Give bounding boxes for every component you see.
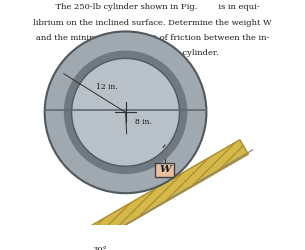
Text: clined surface and the cylinder.: clined surface and the cylinder. [86,49,219,57]
Circle shape [72,58,179,166]
Bar [155,163,174,177]
Text: librium on the inclined surface. Determine the weight W: librium on the inclined surface. Determi… [33,19,272,27]
Circle shape [64,50,187,174]
Text: W: W [159,165,171,174]
Circle shape [45,32,206,193]
Text: 12 in.: 12 in. [95,83,117,91]
Text: 8 in.: 8 in. [135,118,152,126]
Text: The 250-lb cylinder shown in Fig.        is in equi-: The 250-lb cylinder shown in Fig. is in … [45,3,260,11]
Text: 30°: 30° [92,246,107,250]
Polygon shape [65,140,248,250]
Text: and the minimum coefficient of friction between the in-: and the minimum coefficient of friction … [36,34,269,42]
